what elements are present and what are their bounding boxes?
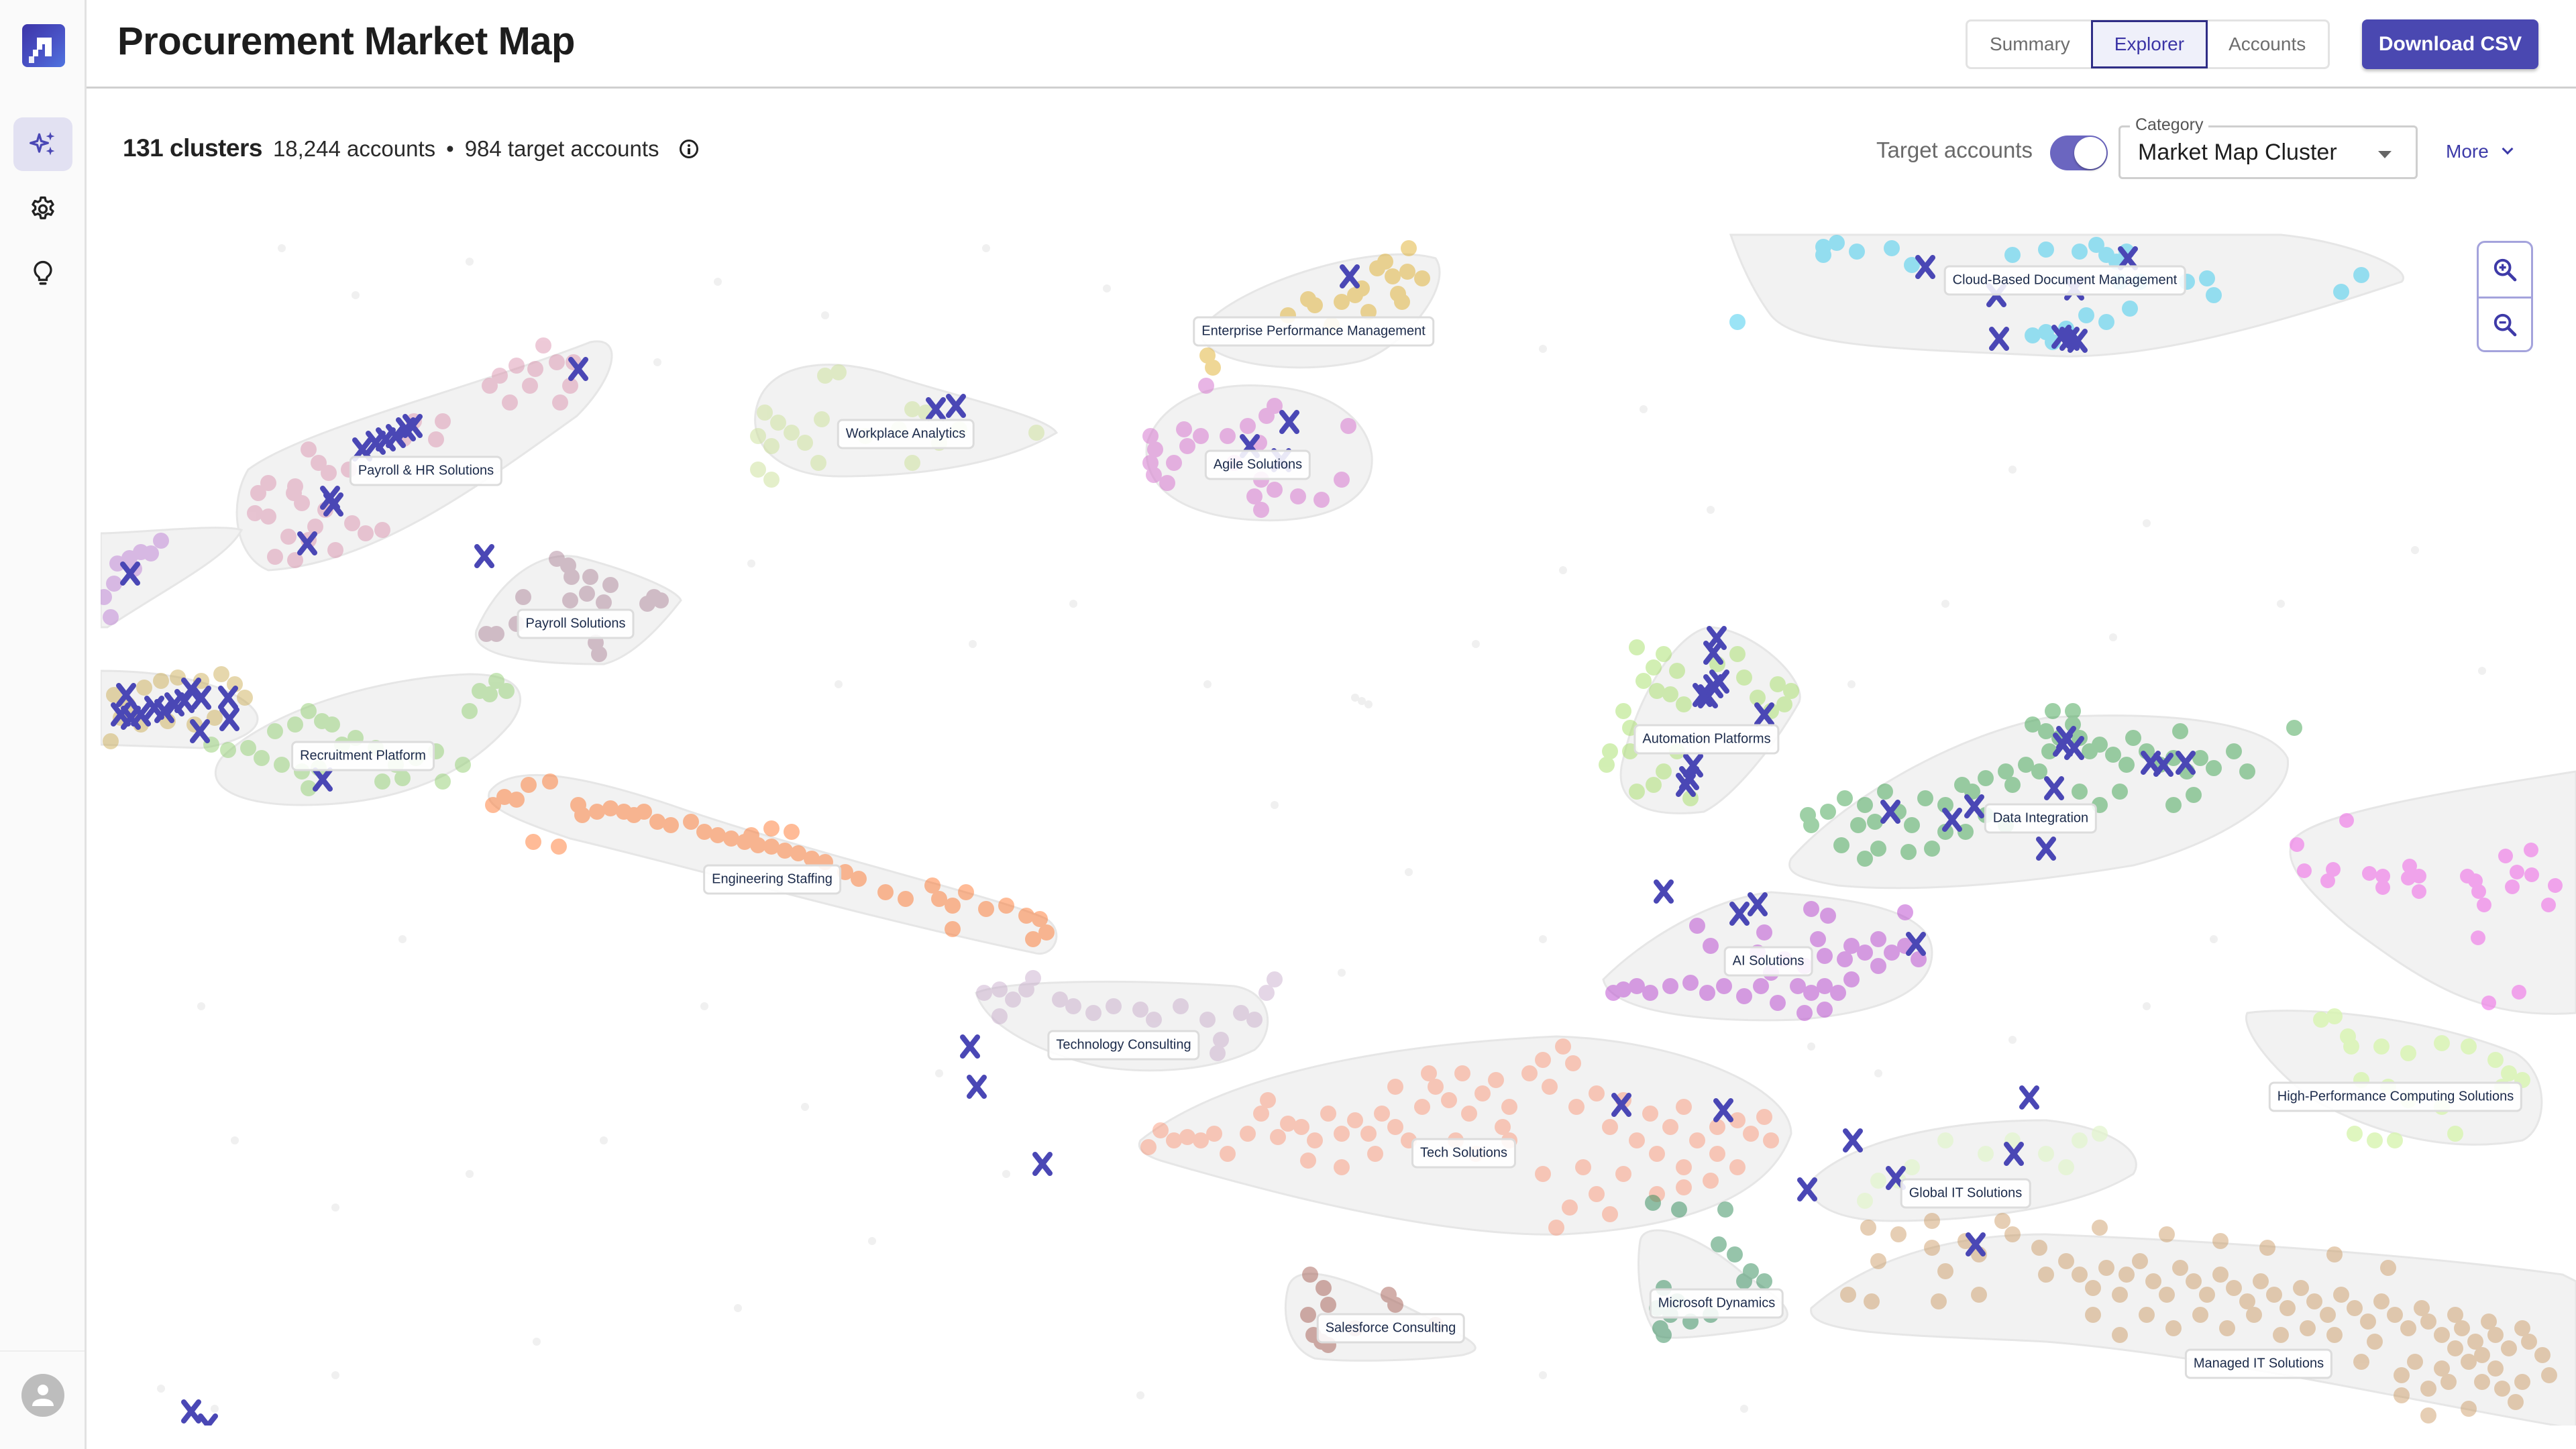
tab-summary[interactable]: Summary bbox=[1990, 34, 2070, 54]
page-header: Procurement Market Map Summary Explorer … bbox=[87, 0, 2576, 89]
zoom-in-icon bbox=[2493, 258, 2517, 282]
cluster-label[interactable]: Microsoft Dynamics bbox=[1649, 1288, 1784, 1319]
zoom-in-button[interactable] bbox=[2479, 243, 2531, 297]
sidebar bbox=[0, 0, 87, 1449]
cluster-label[interactable]: High-Performance Computing Solutions bbox=[2268, 1081, 2523, 1112]
sidebar-item-ideas[interactable] bbox=[13, 247, 72, 301]
target-account-count: 984 target accounts bbox=[464, 136, 659, 161]
info-icon[interactable] bbox=[679, 140, 698, 158]
cluster-label[interactable]: AI Solutions bbox=[1723, 946, 1813, 977]
cluster-label[interactable]: Technology Consulting bbox=[1047, 1030, 1200, 1061]
cluster-label[interactable]: Workplace Analytics bbox=[837, 419, 975, 449]
cluster-label[interactable]: Recruitment Platform bbox=[291, 741, 435, 771]
user-avatar-icon bbox=[32, 1385, 54, 1406]
target-accounts-toggle[interactable] bbox=[2050, 136, 2108, 170]
zoom-out-icon bbox=[2493, 313, 2517, 336]
cluster-label[interactable]: Cloud-Based Document Management bbox=[1943, 265, 2186, 296]
sidebar-item-ai-explore[interactable] bbox=[13, 117, 72, 171]
app-logo[interactable] bbox=[22, 24, 65, 67]
cluster-label[interactable]: Agile Solutions bbox=[1204, 449, 1311, 480]
cluster-label[interactable]: Engineering Staffing bbox=[703, 864, 841, 895]
sidebar-divider bbox=[0, 1350, 85, 1352]
category-value: Market Map Cluster bbox=[2138, 140, 2337, 165]
cluster-scatter-plot[interactable] bbox=[101, 231, 2576, 1426]
tab-explorer[interactable]: Explorer bbox=[2090, 20, 2208, 68]
market-map-canvas[interactable]: Enterprise Performance Management Cloud-… bbox=[101, 231, 2576, 1426]
more-menu-button[interactable]: More bbox=[2446, 141, 2514, 162]
sidebar-item-settings[interactable] bbox=[13, 182, 72, 236]
map-stats: 131 clusters 18,244 accounts • 984 targe… bbox=[123, 134, 698, 162]
gear-icon bbox=[32, 196, 54, 219]
sparkles-icon bbox=[30, 131, 55, 156]
chevron-down-icon bbox=[2502, 143, 2514, 155]
cluster-label[interactable]: Enterprise Performance Management bbox=[1193, 316, 1434, 347]
cluster-label[interactable]: Automation Platforms bbox=[1633, 724, 1780, 755]
cluster-label[interactable]: Tech Solutions bbox=[1411, 1138, 1517, 1169]
caret-down-icon bbox=[2378, 151, 2392, 158]
category-legend: Category bbox=[2130, 115, 2209, 135]
cluster-label[interactable]: Managed IT Solutions bbox=[2184, 1348, 2333, 1379]
zoom-out-button[interactable] bbox=[2479, 297, 2531, 350]
user-avatar[interactable] bbox=[21, 1374, 64, 1417]
more-label: More bbox=[2446, 141, 2489, 162]
tab-accounts[interactable]: Accounts bbox=[2229, 34, 2306, 54]
toggle-knob bbox=[2074, 137, 2106, 169]
category-select[interactable]: Category Market Map Cluster bbox=[2118, 115, 2418, 179]
cluster-label[interactable]: Salesforce Consulting bbox=[1316, 1313, 1465, 1344]
cluster-label[interactable]: Payroll & HR Solutions bbox=[349, 455, 503, 486]
cluster-label[interactable]: Data Integration bbox=[1984, 803, 2098, 834]
target-accounts-label: Target accounts bbox=[1876, 138, 2033, 162]
cluster-label[interactable]: Payroll Solutions bbox=[517, 608, 635, 639]
lightbulb-icon bbox=[34, 260, 52, 285]
download-csv-button[interactable]: Download CSV bbox=[2362, 19, 2538, 69]
page-title: Procurement Market Map bbox=[117, 19, 575, 63]
map-zoom-controls bbox=[2477, 241, 2533, 352]
cluster-count: 131 clusters bbox=[123, 134, 262, 162]
cluster-hulls bbox=[101, 233, 2576, 1426]
unclustered-points bbox=[157, 244, 2486, 1413]
account-count: 18,244 accounts bbox=[272, 136, 436, 161]
cluster-label[interactable]: Global IT Solutions bbox=[1900, 1178, 2031, 1209]
view-tabs: Summary Explorer Accounts bbox=[1966, 19, 2330, 69]
stats-separator: • bbox=[446, 136, 454, 161]
